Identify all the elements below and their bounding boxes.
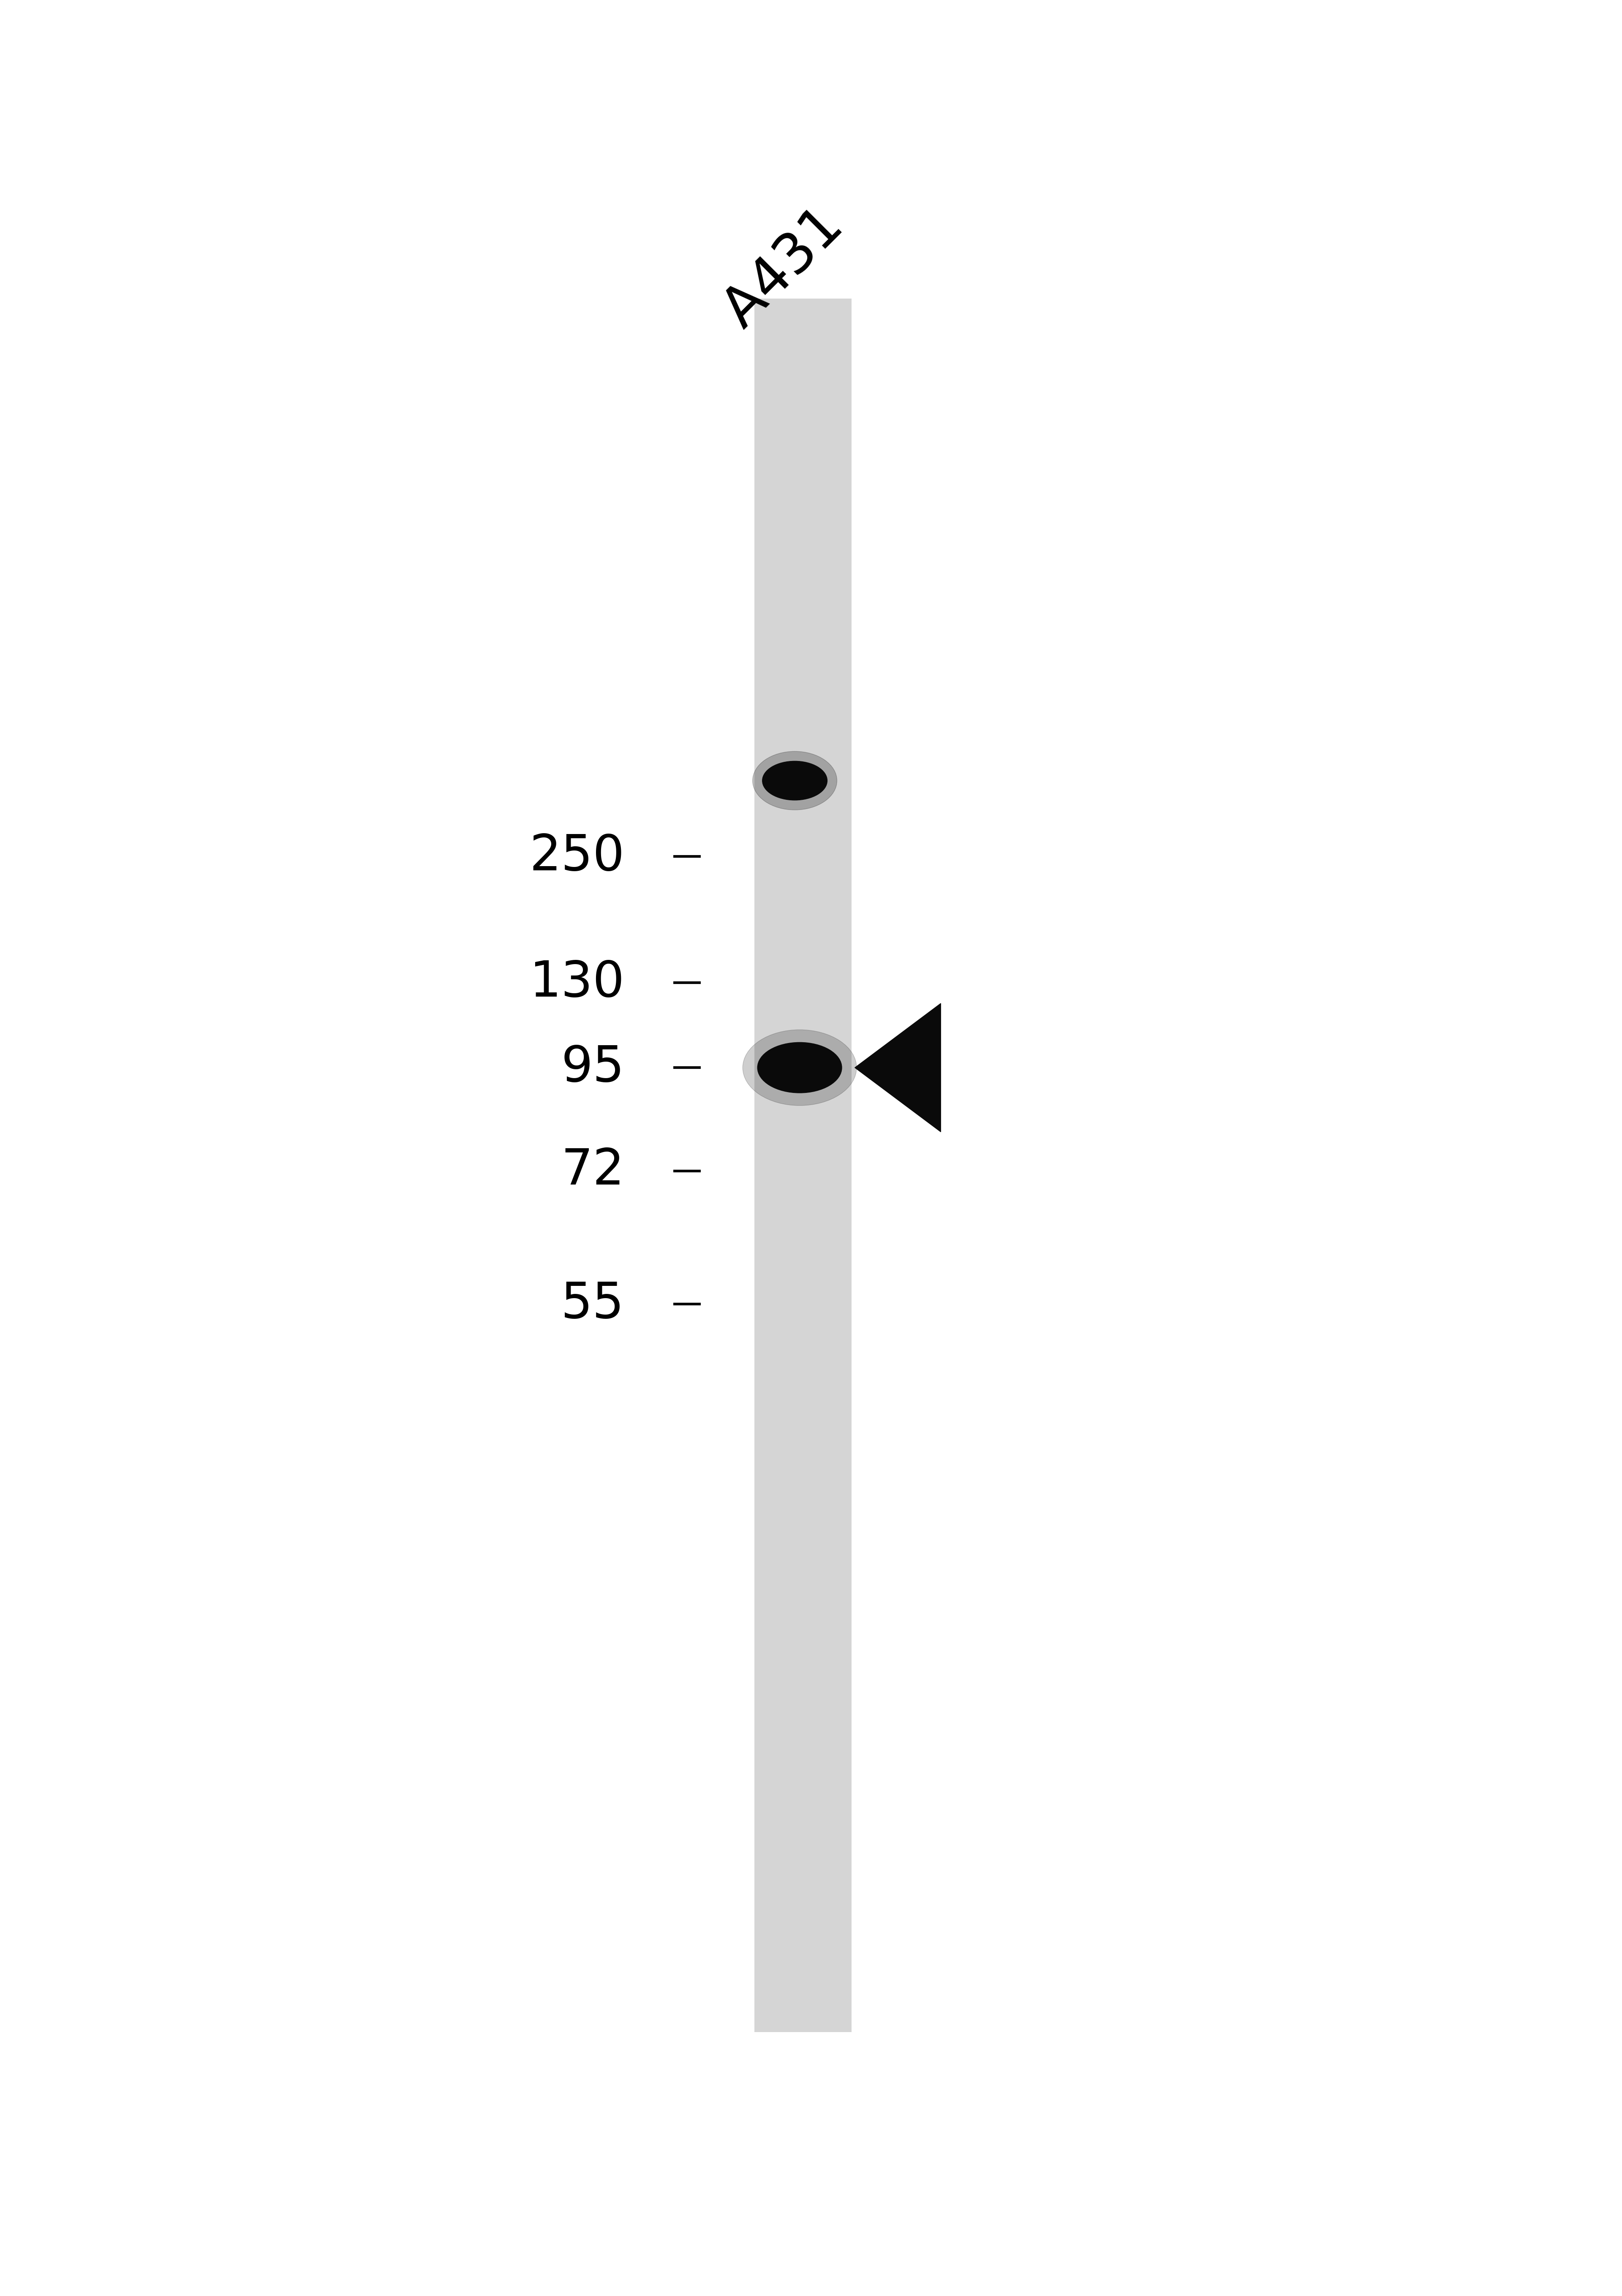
Text: 55: 55 — [561, 1279, 624, 1329]
Polygon shape — [855, 1003, 941, 1132]
Text: 250: 250 — [529, 831, 624, 882]
Text: 95: 95 — [561, 1042, 624, 1093]
Ellipse shape — [762, 762, 827, 801]
Ellipse shape — [757, 1042, 842, 1093]
Text: A431: A431 — [714, 197, 853, 338]
Ellipse shape — [743, 1029, 856, 1107]
Ellipse shape — [753, 751, 837, 810]
Text: 130: 130 — [529, 957, 624, 1008]
Bar — [754, 298, 852, 2032]
Text: 72: 72 — [561, 1146, 624, 1196]
